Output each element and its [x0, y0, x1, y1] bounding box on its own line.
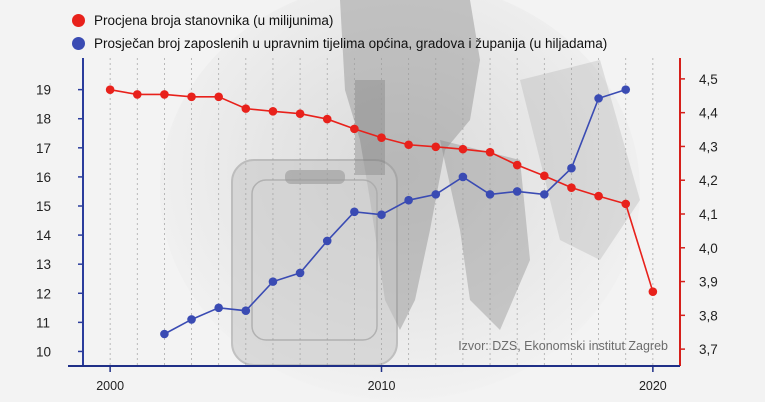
x-axis: 2000 2010 2020 — [68, 365, 680, 393]
left-axis-tick-label: 11 — [36, 315, 50, 330]
series-layer — [105, 85, 658, 339]
legend-marker-blue — [72, 37, 85, 50]
population-point — [322, 114, 332, 124]
right-axis-tick-label: 3,9 — [699, 275, 718, 290]
left-axis-tick-label: 12 — [36, 286, 51, 301]
population-point — [295, 109, 305, 118]
population-point — [268, 107, 278, 116]
employees-point — [214, 303, 223, 313]
employees-point — [322, 236, 332, 246]
population-point — [431, 142, 441, 152]
population-point — [132, 90, 142, 99]
population-point — [567, 183, 576, 192]
right-y-axis: 3,7 3,8 3,9 4,0 4,1 4,2 4,3 4,4 4,5 — [679, 58, 718, 366]
employees-point — [512, 187, 522, 196]
left-y-axis: 10 11 12 13 14 15 16 17 18 19 — [36, 58, 84, 366]
employees-point — [404, 195, 413, 205]
population-point — [105, 85, 115, 94]
right-axis-tick-label: 4,5 — [699, 72, 718, 87]
population-point — [214, 92, 223, 102]
right-axis-tick-label: 4,2 — [699, 173, 718, 188]
left-axis-tick-label: 19 — [36, 83, 51, 98]
vertical-gridlines — [109, 58, 654, 366]
x-axis-tick-label: 2020 — [639, 379, 667, 393]
population-point — [377, 133, 386, 142]
employees-point — [621, 85, 631, 94]
right-axis-tick-label: 4,3 — [699, 139, 718, 154]
legend-marker-red — [72, 14, 85, 27]
legend-item-employees: Prosječan broj zaposlenih u upravnim tij… — [72, 32, 607, 55]
source-note: Izvor: DZS, Ekonomski institut Zagreb — [458, 339, 668, 353]
right-axis-tick-label: 4,4 — [699, 106, 718, 121]
employees-point — [485, 190, 495, 199]
employees-point — [350, 207, 359, 217]
employees-point — [187, 315, 196, 324]
left-axis-tick-label: 14 — [36, 228, 52, 243]
legend: Procjena broja stanovnika (u milijunima)… — [72, 9, 607, 55]
population-point — [404, 140, 413, 150]
right-axis-tick-label: 4,1 — [699, 207, 718, 222]
population-point — [485, 147, 495, 157]
left-axis-tick-label: 10 — [36, 344, 51, 359]
left-axis-tick-label: 13 — [36, 257, 51, 272]
employees-point — [295, 268, 305, 278]
x-axis-tick-label: 2000 — [96, 379, 124, 393]
population-point — [187, 92, 196, 102]
employees-point — [540, 190, 549, 199]
population-point — [350, 124, 359, 134]
left-axis-tick-label: 15 — [36, 199, 51, 214]
population-point — [621, 199, 631, 209]
employees-line — [164, 88, 626, 335]
population-point — [458, 144, 468, 154]
employees-point — [567, 163, 576, 173]
left-axis-tick-label: 17 — [36, 141, 51, 156]
employees-point — [458, 172, 468, 182]
right-axis-tick-label: 3,7 — [699, 342, 718, 357]
employees-point — [594, 94, 603, 103]
legend-item-population: Procjena broja stanovnika (u milijunima) — [72, 9, 607, 32]
population-point — [241, 104, 251, 113]
left-axis-tick-label: 18 — [36, 112, 51, 127]
legend-label-employees: Prosječan broj zaposlenih u upravnim tij… — [94, 36, 608, 51]
right-axis-tick-label: 3,8 — [699, 308, 718, 323]
population-point — [512, 160, 522, 170]
employees-point — [377, 210, 386, 220]
legend-label-population: Procjena broja stanovnika (u milijunima) — [94, 13, 334, 28]
population-point — [648, 287, 658, 296]
left-axis-tick-label: 16 — [36, 170, 51, 185]
employees-point — [268, 277, 278, 286]
right-axis-tick-label: 4,0 — [699, 241, 718, 256]
x-axis-tick-label: 2010 — [368, 379, 396, 393]
population-point — [594, 191, 603, 201]
population-point — [540, 171, 549, 181]
employees-point — [241, 306, 251, 316]
population-point — [160, 90, 169, 99]
employees-point — [160, 329, 169, 339]
employees-point — [431, 190, 441, 199]
